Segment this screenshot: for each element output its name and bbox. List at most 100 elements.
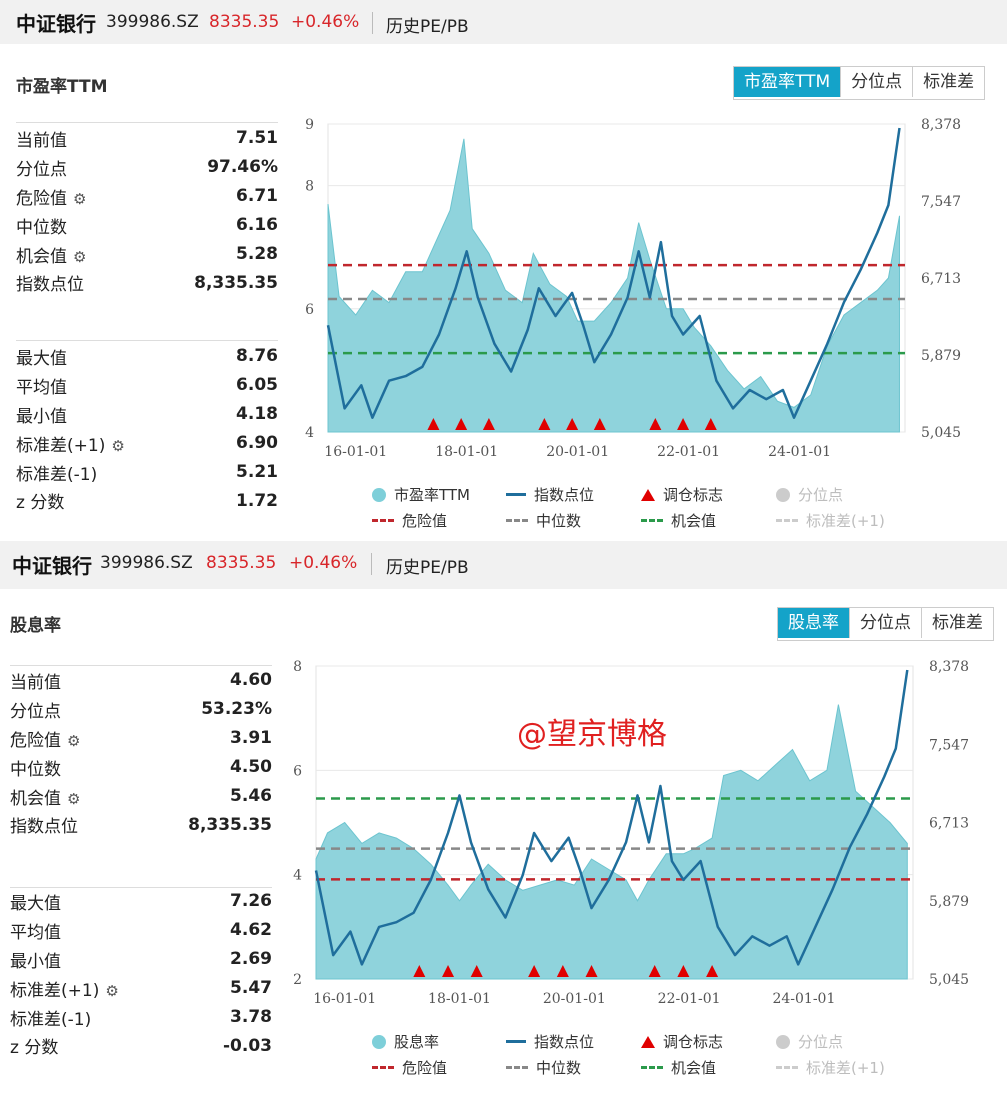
- stat-label-text: 标准差(-1): [16, 464, 98, 485]
- stat-label: 指数点位: [10, 812, 78, 837]
- legend-swatch: [372, 519, 394, 522]
- stat-label-text: 标准差(+1): [10, 980, 100, 1001]
- gear-icon[interactable]: ⚙: [67, 731, 81, 750]
- tab-stddev[interactable]: 标准差: [912, 67, 985, 97]
- stat-row: 中位数 4.50: [10, 753, 272, 782]
- rebalance-marker: [413, 965, 426, 977]
- legend-item[interactable]: 中位数: [506, 510, 581, 531]
- legend-swatch: [776, 1034, 790, 1049]
- index-price: 8335.35: [206, 553, 277, 573]
- x-tick: 24-01-01: [768, 444, 831, 460]
- legend-swatch: [776, 519, 798, 522]
- tab-stddev[interactable]: 标准差: [921, 608, 993, 638]
- stats-history: 最大值 8.76 平均值 6.05 最小值 4.18 标准差(+1) ⚙ 6.90 标准差(-1)…: [16, 342, 278, 515]
- series-area-股息率: [315, 704, 908, 980]
- legend-swatch: [372, 1066, 394, 1069]
- stats-current: 当前值 4.60 分位点 53.23% 危险值 ⚙ 3.91 中位数 4.50 机会值 ⚙ 5.46 指…: [10, 666, 272, 839]
- stat-value: 53.23%: [201, 699, 272, 720]
- stat-label: 危险值 ⚙: [10, 726, 80, 751]
- stat-label: 机会值 ⚙: [10, 784, 80, 809]
- stat-value: 7.51: [236, 128, 278, 149]
- tab-metric[interactable]: 市盈率TTM: [734, 67, 841, 97]
- stat-label: 标准差(-1): [10, 1005, 91, 1030]
- gear-icon[interactable]: ⚙: [67, 789, 81, 808]
- y-left-tick: 2: [293, 972, 302, 988]
- gear-icon[interactable]: ⚙: [105, 981, 119, 1000]
- stat-label-text: 中位数: [10, 759, 61, 780]
- stat-label: 标准差(+1) ⚙: [10, 976, 119, 1001]
- rebalance-marker: [704, 418, 717, 430]
- stats-divider-top: [16, 122, 278, 123]
- stat-row: 机会值 ⚙ 5.28: [16, 240, 278, 269]
- legend-swatch: [372, 1034, 386, 1049]
- stat-label-text: 机会值: [16, 246, 67, 267]
- legend-item[interactable]: 机会值: [641, 1057, 716, 1078]
- stat-label-text: 当前值: [10, 672, 61, 693]
- y-left-tick: 4: [305, 425, 314, 441]
- history-pe-pb-link[interactable]: 历史PE/PB: [386, 17, 469, 37]
- legend-item[interactable]: 标准差(+1): [776, 510, 885, 531]
- gear-icon[interactable]: ⚙: [111, 436, 125, 455]
- y-left-tick: 8: [305, 179, 314, 195]
- stat-row: 指数点位 8,335.35: [10, 810, 272, 839]
- x-tick: 18-01-01: [435, 444, 498, 460]
- y-right-tick: 5,045: [929, 972, 969, 988]
- gear-icon[interactable]: ⚙: [73, 247, 87, 266]
- rebalance-marker: [528, 965, 541, 977]
- stat-label-text: 机会值: [10, 788, 61, 809]
- stat-row: 分位点 97.46%: [16, 153, 278, 182]
- index-change: +0.46%: [291, 12, 360, 32]
- legend-item[interactable]: 指数点位: [506, 1031, 594, 1052]
- header-divider: [372, 12, 373, 34]
- index-change: +0.46%: [289, 553, 358, 573]
- history-pe-pb-link[interactable]: 历史PE/PB: [386, 558, 469, 578]
- legend-item[interactable]: 调仓标志: [641, 1031, 723, 1052]
- legend-item[interactable]: 股息率: [372, 1031, 439, 1052]
- rebalance-marker: [585, 965, 598, 977]
- tab-percentile[interactable]: 分位点: [840, 67, 913, 97]
- stat-value: 6.05: [236, 375, 278, 396]
- tab-metric[interactable]: 股息率: [778, 608, 849, 638]
- stat-value: 97.46%: [207, 157, 278, 178]
- stat-label-text: 分位点: [16, 159, 67, 180]
- rebalance-marker: [538, 418, 551, 430]
- index-code: 399986.SZ: [106, 12, 199, 32]
- legend-swatch: [776, 487, 790, 502]
- stat-row: 平均值 4.62: [10, 916, 272, 945]
- legend-swatch: [372, 487, 386, 502]
- stats-divider-bottom: [10, 887, 272, 888]
- stat-label: 分位点: [10, 697, 61, 722]
- stat-row: 中位数 6.16: [16, 211, 278, 240]
- stat-value: 1.72: [236, 490, 278, 511]
- stat-label-text: 危险值: [16, 188, 67, 209]
- stat-label-text: 平均值: [16, 377, 67, 398]
- y-left-tick: 6: [305, 302, 314, 318]
- legend-swatch: [506, 519, 528, 522]
- x-tick: 16-01-01: [313, 991, 376, 1007]
- legend-label: 分位点: [798, 486, 844, 504]
- legend-swatch: [506, 1040, 526, 1043]
- rebalance-marker: [482, 418, 495, 430]
- stat-label-text: 当前值: [16, 130, 67, 151]
- y-right-tick: 6,713: [921, 271, 961, 287]
- legend-item[interactable]: 分位点: [776, 1031, 843, 1052]
- rebalance-marker: [649, 418, 662, 430]
- dividend-panel: 中证银行 399986.SZ 8335.35 +0.46% 历史PE/PB 股息…: [0, 541, 1007, 1095]
- rebalance-marker: [593, 418, 606, 430]
- legend-item[interactable]: 标准差(+1): [776, 1057, 885, 1078]
- legend-item[interactable]: 中位数: [506, 1057, 581, 1078]
- series-line-index: [314, 669, 909, 966]
- legend-item[interactable]: 指数点位: [506, 484, 594, 505]
- legend-item[interactable]: 机会值: [641, 510, 716, 531]
- stat-row: 最大值 8.76: [16, 342, 278, 371]
- stat-label-text: z 分数: [10, 1038, 59, 1059]
- legend-item[interactable]: 危险值: [372, 510, 447, 531]
- legend-item[interactable]: 市盈率TTM: [372, 484, 470, 505]
- legend-item[interactable]: 分位点: [776, 484, 843, 505]
- legend-item[interactable]: 危险值: [372, 1057, 447, 1078]
- legend-item[interactable]: 调仓标志: [641, 484, 723, 505]
- gear-icon[interactable]: ⚙: [73, 189, 87, 208]
- stat-value: 7.26: [230, 891, 272, 912]
- tab-percentile[interactable]: 分位点: [849, 608, 921, 638]
- stat-label-text: 标准差(-1): [10, 1009, 92, 1030]
